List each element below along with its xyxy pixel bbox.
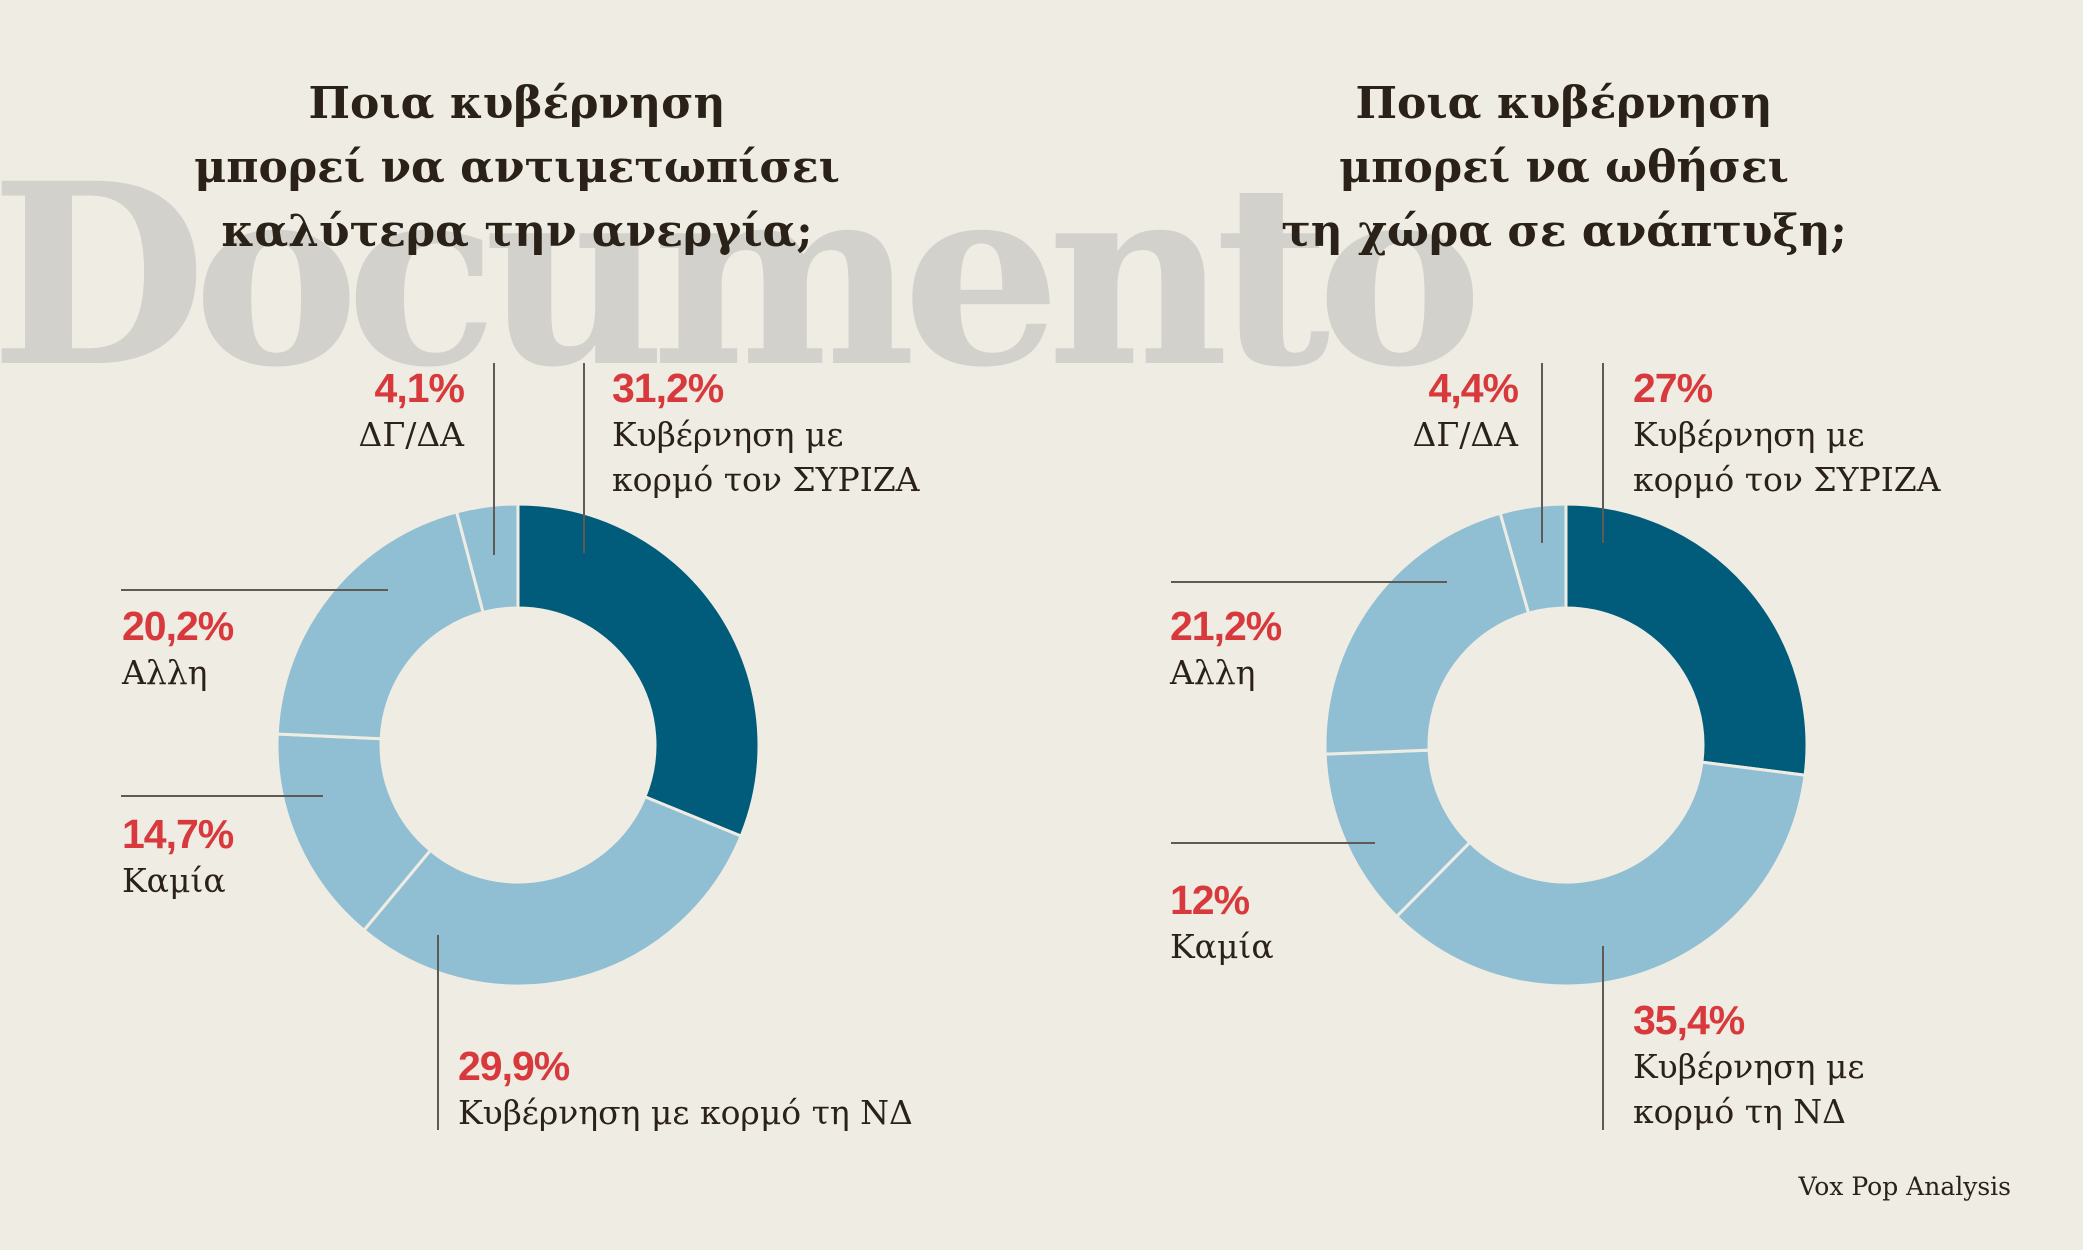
donut-slice-4 <box>1498 502 1568 616</box>
slice-name: Κυβέρνηση με κορμό τη ΝΔ <box>458 1093 913 1132</box>
donut-slice-3 <box>1323 511 1531 756</box>
slice-label-dk-na: 4,4% ΔΓ/ΔΑ <box>1392 364 1519 457</box>
leader-line <box>1602 946 1604 1130</box>
slice-value: 14,7% <box>122 811 234 857</box>
slice-label-dk-na: 4,1% ΔΓ/ΔΑ <box>344 364 465 457</box>
slice-label-nd: 35,4% Κυβέρνηση με κορμό τη ΝΔ <box>1633 996 1864 1134</box>
source-credit: Vox Pop Analysis <box>1798 1172 2012 1201</box>
slice-name: ΔΓ/ΔΑ <box>358 415 464 454</box>
slice-value: 12% <box>1170 877 1250 923</box>
slice-value: 21,2% <box>1170 603 1282 649</box>
slice-label-nd: 29,9% Κυβέρνηση με κορμό τη ΝΔ <box>458 1042 913 1135</box>
slice-label-other: 20,2% Αλλη <box>122 602 234 695</box>
slice-name: Καμία <box>122 861 226 900</box>
donut-slice-3 <box>275 510 485 741</box>
leader-line <box>583 363 585 553</box>
slice-value: 20,2% <box>122 603 234 649</box>
slice-name: κορμό τη ΝΔ <box>1633 1092 1846 1131</box>
slice-value: 29,9% <box>458 1043 570 1089</box>
watermark: Documento <box>0 128 1483 422</box>
slice-name: Καμία <box>1170 927 1274 966</box>
slice-label-syriza: 31,2% Κυβέρνηση με κορμό τον ΣΥΡΙΖΑ <box>612 364 920 502</box>
slice-label-none: 14,7% Καμία <box>122 810 234 903</box>
leader-line <box>121 589 388 591</box>
slice-value: 31,2% <box>612 365 724 411</box>
leader-line <box>493 363 495 555</box>
leader-line <box>437 935 439 1130</box>
chart-title-growth: Ποια κυβέρνηση μπορεί να ωθήσει τη χώρα … <box>1281 78 1847 257</box>
slice-name: Αλλη <box>1170 653 1256 692</box>
slice-name: Αλλη <box>122 653 208 692</box>
slice-value: 35,4% <box>1633 997 1745 1043</box>
leader-line <box>121 795 323 797</box>
slice-label-none: 12% Καμία <box>1170 876 1274 969</box>
slice-value: 27% <box>1633 365 1713 411</box>
slice-name: Κυβέρνηση με <box>612 415 844 454</box>
slice-label-syriza: 27% Κυβέρνηση με κορμό τον ΣΥΡΙΖΑ <box>1633 364 1941 502</box>
leader-line <box>1541 363 1543 543</box>
slice-value: 4,1% <box>374 365 465 411</box>
donut-slice-2 <box>275 732 433 933</box>
slice-name: Κυβέρνηση με <box>1633 1047 1865 1086</box>
slice-name: ΔΓ/ΔΑ <box>1412 415 1518 454</box>
donut-slice-0 <box>516 502 761 839</box>
slice-name: Κυβέρνηση με <box>1633 415 1865 454</box>
donut-slice-0 <box>1564 502 1809 777</box>
slice-label-other: 21,2% Αλλη <box>1170 602 1282 695</box>
chart-title-unemployment: Ποια κυβέρνηση μπορεί να αντιμετωπίσει κ… <box>194 78 840 257</box>
leader-line <box>1602 363 1604 543</box>
slice-name: κορμό τον ΣΥΡΙΖΑ <box>612 460 920 499</box>
slice-value: 4,4% <box>1428 365 1519 411</box>
donut-slice-4 <box>454 502 520 615</box>
leader-line <box>1171 581 1447 583</box>
donut-slice-1 <box>361 794 744 988</box>
leader-line <box>1171 842 1375 844</box>
slice-name: κορμό τον ΣΥΡΙΖΑ <box>1633 460 1941 499</box>
donut-slice-1 <box>1394 760 1807 988</box>
